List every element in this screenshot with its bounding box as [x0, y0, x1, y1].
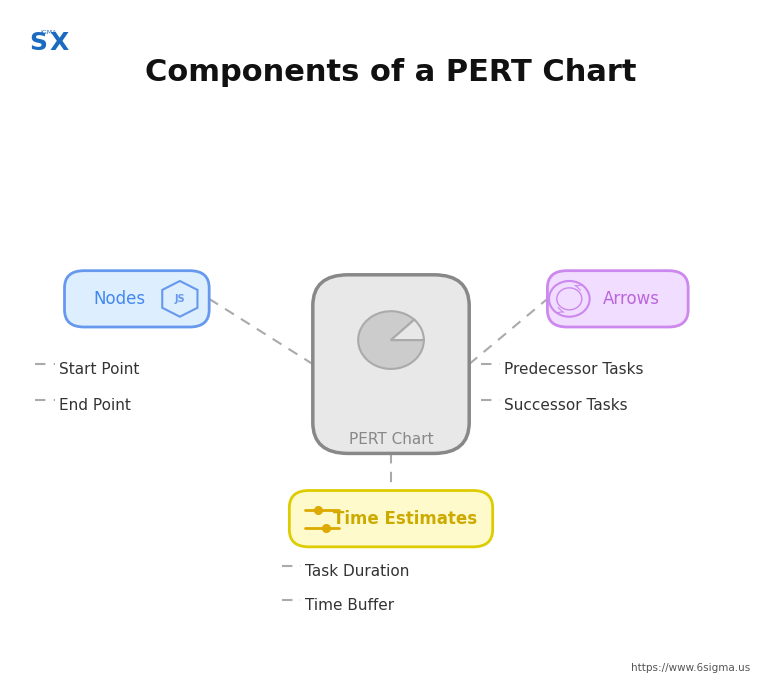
Text: PERT Chart: PERT Chart: [349, 432, 433, 447]
Text: Time Buffer: Time Buffer: [305, 598, 394, 613]
Text: Components of a PERT Chart: Components of a PERT Chart: [145, 58, 637, 87]
Text: Predecessor Tasks: Predecessor Tasks: [504, 362, 644, 377]
Text: https://www.6sigma.us: https://www.6sigma.us: [632, 663, 751, 673]
Circle shape: [549, 281, 590, 317]
Text: S: S: [30, 31, 48, 55]
Text: Task Duration: Task Duration: [305, 564, 409, 579]
Wedge shape: [391, 319, 424, 340]
Text: IGMA: IGMA: [40, 30, 56, 34]
FancyBboxPatch shape: [64, 271, 210, 327]
FancyBboxPatch shape: [313, 275, 469, 453]
Text: JS: JS: [174, 294, 185, 304]
Text: Arrows: Arrows: [604, 290, 660, 308]
Text: X: X: [49, 31, 69, 55]
Text: End Point: End Point: [59, 398, 131, 413]
Wedge shape: [358, 311, 424, 369]
Text: Nodes: Nodes: [94, 290, 145, 308]
FancyBboxPatch shape: [289, 491, 493, 547]
Text: Time Estimates: Time Estimates: [333, 510, 477, 528]
FancyBboxPatch shape: [547, 271, 688, 327]
Text: Successor Tasks: Successor Tasks: [504, 398, 628, 413]
Text: Start Point: Start Point: [59, 362, 139, 377]
Polygon shape: [162, 281, 198, 317]
